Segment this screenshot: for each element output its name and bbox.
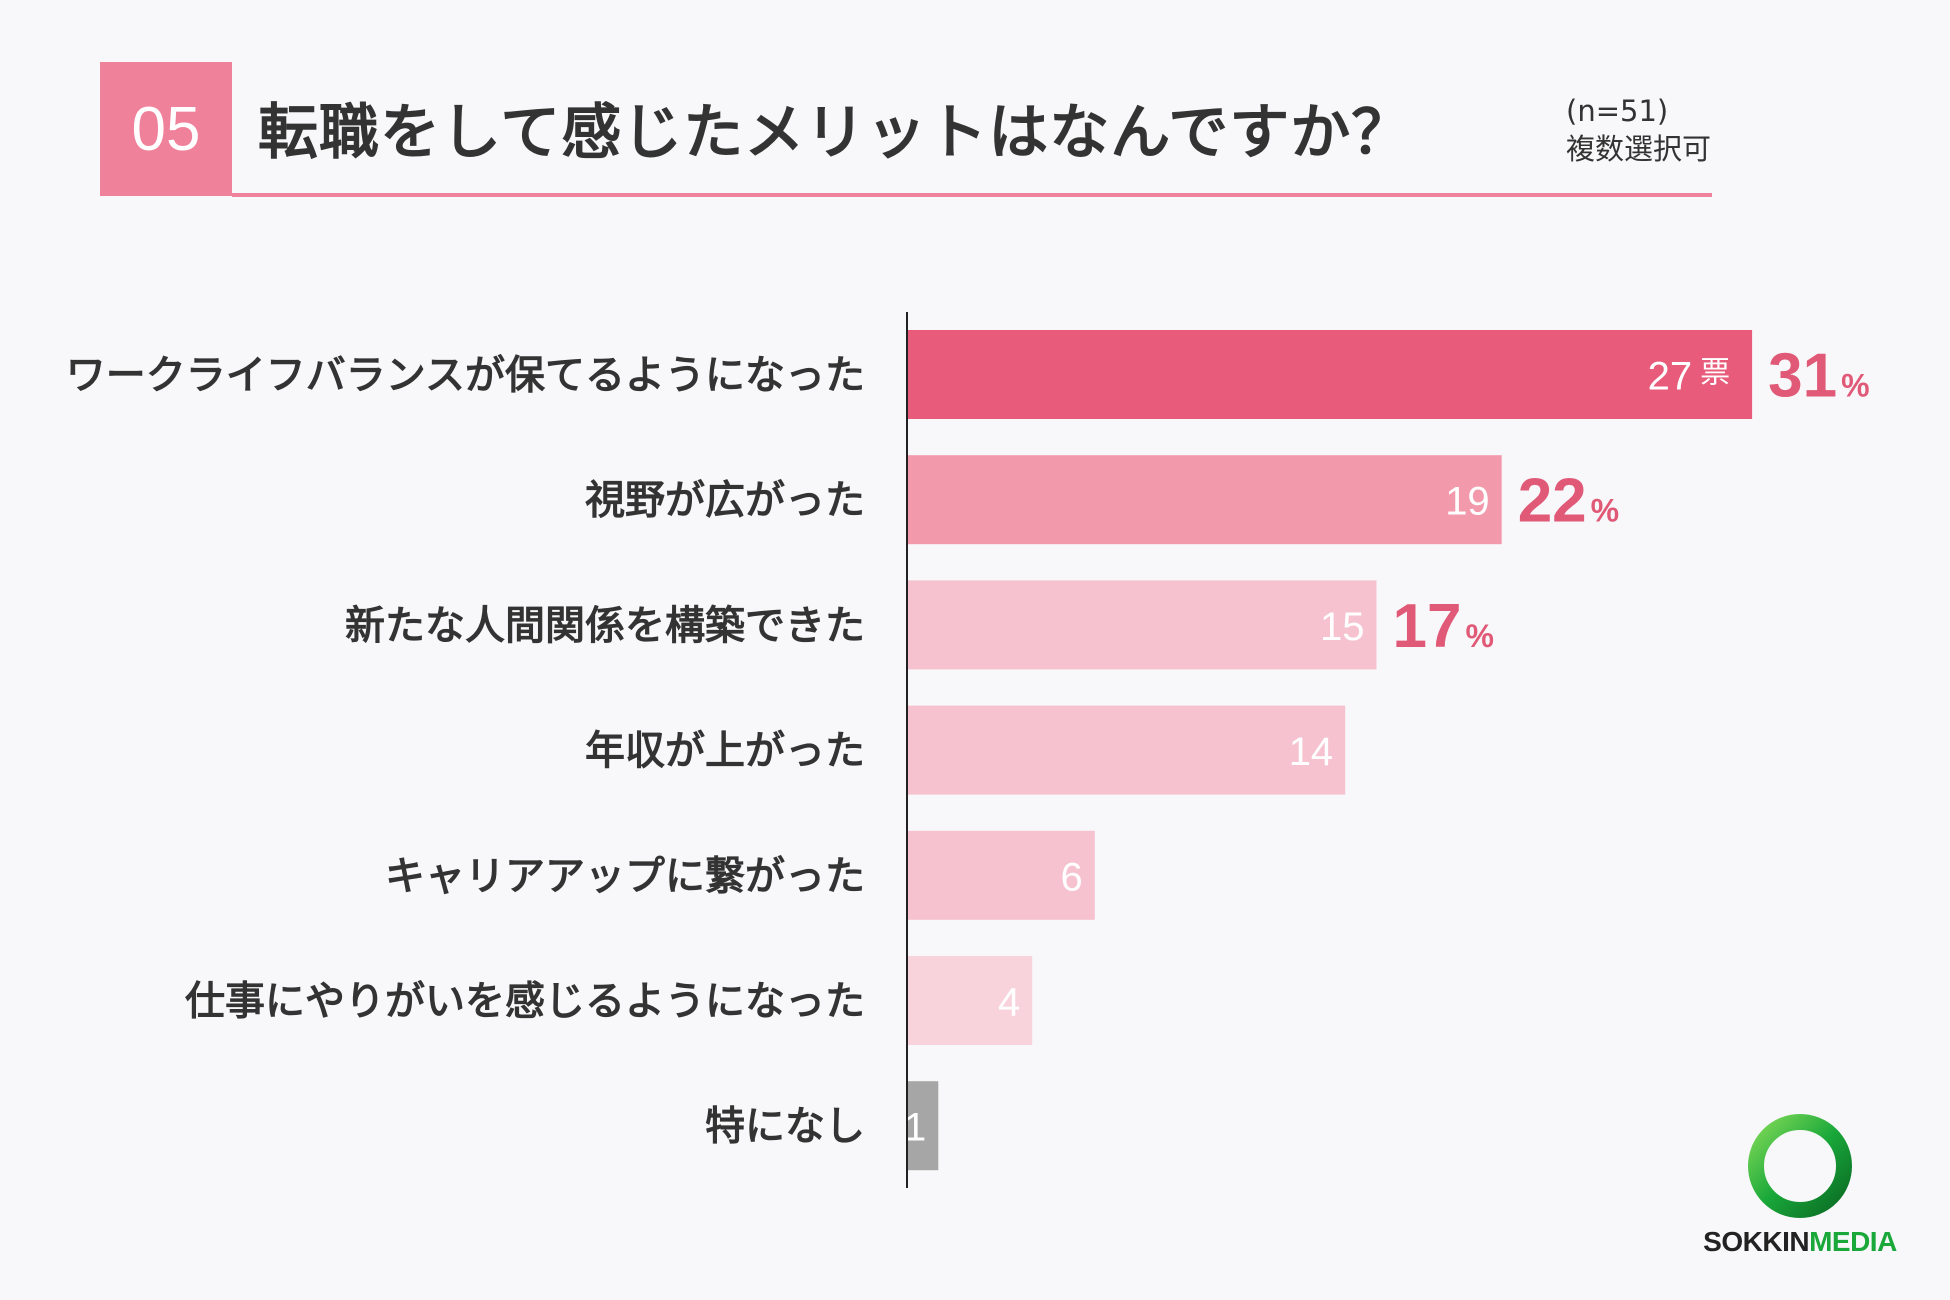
percent-symbol-2: %	[1591, 493, 1619, 529]
logo-text-sokkin: SOKKIN	[1703, 1226, 1810, 1257]
bar-6	[907, 956, 1033, 1045]
logo-text-media: MEDIA	[1809, 1226, 1897, 1257]
bar-2	[907, 455, 1502, 545]
header-note: (n=51) 複数選択可	[1566, 92, 1711, 168]
multiple-choice-note: 複数選択可	[1566, 132, 1712, 166]
bar-4	[907, 705, 1346, 795]
bar-3	[907, 580, 1377, 670]
value-label-6: 4	[998, 981, 1020, 1025]
chart-title: 転職をして感じたメリットはなんですか？	[258, 98, 1413, 168]
value-label-2: 19	[1445, 480, 1490, 524]
value-label-4: 14	[1289, 730, 1334, 774]
logo-ring-icon	[1748, 1114, 1852, 1218]
header-underline	[232, 193, 1712, 197]
value-unit-label: 票	[1700, 356, 1730, 391]
percent-label-3: 17%	[1393, 592, 1494, 661]
question-number-badge: 05	[100, 62, 232, 196]
value-label-3: 15	[1320, 605, 1365, 649]
sokkin-media-logo: SOKKINMEDIA	[1690, 1108, 1910, 1258]
percent-symbol-1: %	[1841, 368, 1869, 404]
category-label-3: 新たな人間関係を構築できた	[345, 603, 865, 649]
percent-label-2: 22%	[1518, 467, 1619, 536]
category-label-6: 仕事にやりがいを感じるようになった	[185, 979, 865, 1025]
category-label-1: ワークライフバランスが保てるようになった	[66, 353, 865, 399]
value-label-7: 1	[904, 1106, 926, 1150]
value-label-1: 27	[1648, 355, 1693, 399]
percent-label-1: 31%	[1768, 342, 1869, 411]
bar-7	[907, 1081, 939, 1171]
percent-symbol-3: %	[1465, 618, 1493, 654]
bar-5	[907, 830, 1095, 920]
sample-size: (n=51)	[1566, 94, 1669, 128]
chart-header: 05 転職をして感じたメリットはなんですか？ (n=51) 複数選択可	[0, 0, 1950, 210]
category-label-5: キャリアアップに繋がった	[385, 853, 865, 899]
bar-1	[907, 330, 1753, 419]
category-label-7: 特になし	[705, 1104, 865, 1150]
logo-text: SOKKINMEDIA	[1690, 1226, 1910, 1258]
category-label-2: 視野が広がった	[585, 478, 865, 524]
value-label-5: 6	[1061, 855, 1083, 899]
category-label-4: 年収が上がった	[585, 728, 865, 774]
